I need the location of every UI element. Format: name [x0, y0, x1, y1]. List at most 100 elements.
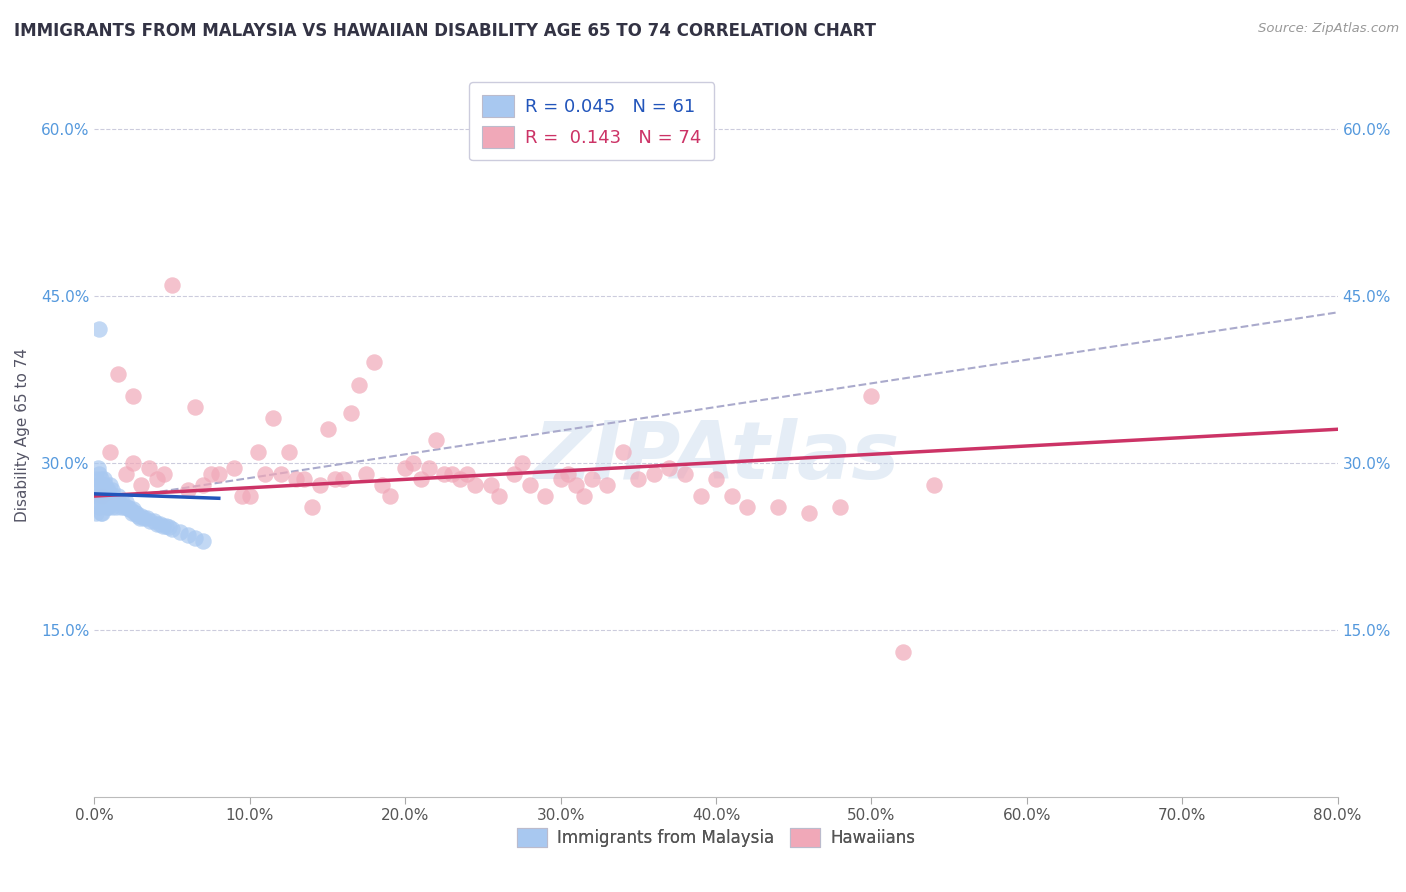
Point [596, 478, 619, 492]
Point [184, 400, 207, 414]
Point [100, 483, 122, 498]
Point [378, 489, 401, 503]
Point [121, 506, 143, 520]
Point [519, 478, 541, 492]
Text: ZIPAtlas: ZIPAtlas [533, 417, 900, 496]
Point [134, 511, 156, 525]
Point [440, 467, 463, 481]
Point [122, 456, 145, 470]
Point [94, 478, 117, 492]
Point [115, 500, 138, 515]
Point [97, 483, 120, 498]
Point [409, 472, 432, 486]
Point [105, 500, 128, 515]
Point [129, 509, 152, 524]
Point [122, 389, 145, 403]
Point [86, 478, 108, 492]
Point [93, 489, 115, 503]
Point [557, 467, 579, 481]
Point [89, 322, 111, 336]
Point [89, 483, 111, 498]
Point [100, 500, 122, 515]
Point [658, 461, 681, 475]
Point [308, 478, 330, 492]
Point [124, 506, 146, 520]
Point [91, 489, 114, 503]
Point [110, 500, 132, 515]
Point [766, 500, 789, 515]
Point [84, 506, 107, 520]
Point [550, 472, 572, 486]
Point [129, 478, 152, 492]
Point [112, 500, 135, 515]
Point [84, 472, 107, 486]
Point [97, 500, 120, 515]
Text: IMMIGRANTS FROM MALAYSIA VS HAWAIIAN DISABILITY AGE 65 TO 74 CORRELATION CHART: IMMIGRANTS FROM MALAYSIA VS HAWAIIAN DIS… [14, 22, 876, 40]
Point [510, 456, 533, 470]
Point [689, 489, 711, 503]
Point [86, 494, 108, 508]
Point [90, 489, 112, 503]
Point [91, 494, 114, 508]
Point [565, 478, 588, 492]
Point [332, 472, 354, 486]
Point [224, 461, 246, 475]
Point [254, 467, 277, 481]
Point [325, 472, 347, 486]
Point [277, 444, 299, 458]
Point [90, 472, 112, 486]
Point [720, 489, 742, 503]
Point [193, 533, 215, 548]
Point [735, 500, 758, 515]
Point [91, 478, 114, 492]
Point [860, 389, 883, 403]
Point [96, 500, 118, 515]
Point [184, 532, 207, 546]
Point [91, 506, 114, 520]
Point [270, 467, 292, 481]
Point [114, 467, 136, 481]
Point [160, 523, 183, 537]
Point [627, 472, 650, 486]
Point [169, 524, 191, 539]
Point [89, 500, 111, 515]
Point [157, 520, 180, 534]
Text: Source: ZipAtlas.com: Source: ZipAtlas.com [1258, 22, 1399, 36]
Point [673, 467, 696, 481]
Point [193, 478, 215, 492]
Point [125, 506, 148, 520]
Point [704, 472, 727, 486]
Point [90, 506, 112, 520]
Point [101, 489, 124, 503]
Point [316, 422, 339, 436]
Point [262, 411, 284, 425]
Point [433, 467, 456, 481]
Point [581, 472, 603, 486]
Point [347, 377, 370, 392]
Point [922, 478, 945, 492]
Point [155, 519, 177, 533]
Point [89, 467, 111, 481]
Point [94, 494, 117, 508]
Legend: Immigrants from Malaysia, Hawaiians: Immigrants from Malaysia, Hawaiians [510, 821, 922, 854]
Point [285, 472, 308, 486]
Point [340, 406, 363, 420]
Point [830, 500, 852, 515]
Point [456, 467, 478, 481]
Point [394, 461, 416, 475]
Point [84, 489, 107, 503]
Point [200, 467, 222, 481]
Point [177, 528, 200, 542]
Point [449, 472, 471, 486]
Point [208, 467, 231, 481]
Point [120, 502, 142, 516]
Point [292, 472, 315, 486]
Point [643, 467, 665, 481]
Point [246, 444, 269, 458]
Point [799, 506, 821, 520]
Point [503, 467, 526, 481]
Point [136, 511, 159, 525]
Point [418, 461, 440, 475]
Point [402, 456, 425, 470]
Point [363, 355, 385, 369]
